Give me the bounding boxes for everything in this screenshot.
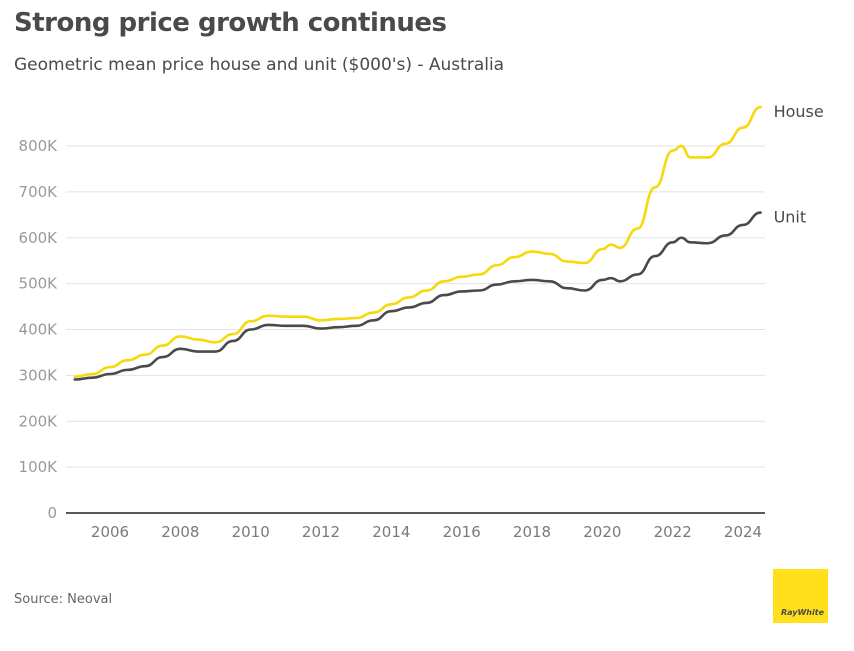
x-tick-label: 2020 — [583, 523, 621, 541]
x-tick-label: 2008 — [161, 523, 199, 541]
y-tick-label: 700K — [19, 183, 59, 201]
y-tick-label: 100K — [19, 458, 59, 476]
x-tick-label: 2022 — [654, 523, 692, 541]
y-axis-ticks: 0 100K 200K 300K 400K 500K 600K 700K 800K — [19, 137, 59, 522]
y-tick-label: 0 — [47, 504, 57, 522]
y-tick-label: 600K — [19, 229, 59, 247]
x-tick-label: 2016 — [443, 523, 481, 541]
x-tick-label: 2006 — [91, 523, 129, 541]
series-labels: House Unit — [774, 102, 824, 227]
series-label-house: House — [774, 102, 824, 121]
x-tick-label: 2024 — [724, 523, 762, 541]
y-tick-label: 800K — [19, 137, 59, 155]
y-tick-label: 400K — [19, 321, 59, 339]
x-tick-label: 2018 — [513, 523, 551, 541]
chart-subtitle: Geometric mean price house and unit ($00… — [14, 55, 505, 75]
chart-title: Strong price growth continues — [14, 8, 447, 38]
x-tick-label: 2014 — [372, 523, 410, 541]
raywhite-logo: RayWhite — [773, 569, 828, 623]
gridlines — [66, 145, 765, 468]
x-axis-ticks: 2006 2008 2010 2012 2014 2016 2018 2020 2022 2024 — [91, 523, 762, 541]
x-tick-label: 2010 — [232, 523, 270, 541]
y-tick-label: 300K — [19, 366, 59, 384]
logo-text: RayWhite — [780, 608, 824, 617]
series-line-unit — [73, 211, 762, 381]
series-label-unit: Unit — [774, 208, 807, 227]
source-note: Source: Neoval — [14, 592, 113, 607]
y-tick-label: 500K — [19, 275, 59, 293]
series-line-house — [73, 105, 762, 379]
y-tick-label: 200K — [19, 412, 59, 430]
x-tick-label: 2012 — [302, 523, 340, 541]
series-lines — [73, 105, 762, 381]
